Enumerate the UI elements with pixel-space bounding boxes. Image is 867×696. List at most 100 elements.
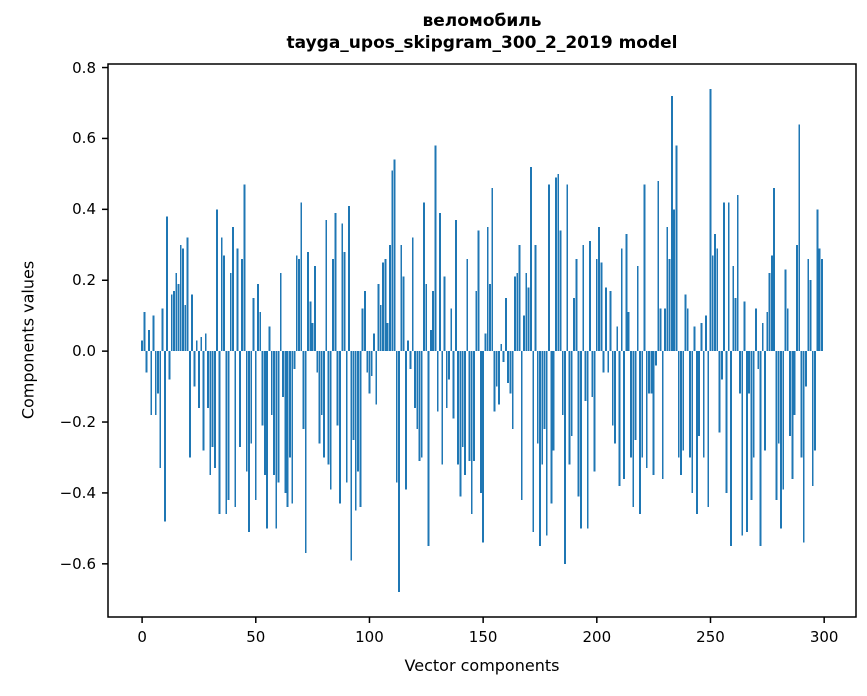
bar <box>291 351 294 504</box>
bar <box>338 351 341 504</box>
bar <box>666 227 669 352</box>
bar <box>548 184 550 352</box>
bar <box>725 351 728 493</box>
bar <box>336 351 339 426</box>
bar <box>711 255 714 352</box>
bar <box>323 351 325 458</box>
bar <box>700 322 703 352</box>
bar <box>445 351 448 408</box>
bar <box>200 336 203 352</box>
bar <box>398 351 400 593</box>
bar <box>484 333 487 352</box>
bar <box>188 351 191 458</box>
bar <box>732 266 735 352</box>
bar <box>509 351 512 394</box>
bar <box>236 248 239 352</box>
bar <box>707 351 710 508</box>
bar <box>404 351 407 490</box>
bar <box>318 351 321 444</box>
bar <box>195 340 198 352</box>
bar <box>573 297 575 352</box>
bar <box>370 351 373 376</box>
bar <box>750 351 753 501</box>
bar <box>191 294 194 352</box>
bar <box>705 315 707 352</box>
bar <box>755 308 757 352</box>
bar <box>320 351 323 415</box>
bar <box>561 351 564 415</box>
bar <box>220 237 223 352</box>
bar <box>364 290 366 352</box>
bar <box>252 297 255 352</box>
bar <box>798 124 801 352</box>
bar <box>157 351 159 394</box>
bar <box>427 351 430 547</box>
bar <box>459 351 462 497</box>
bar <box>166 216 169 352</box>
bar <box>163 351 166 522</box>
y-tick-label: 0.6 <box>72 129 96 148</box>
bar <box>670 95 673 352</box>
bar <box>657 180 660 352</box>
bar <box>680 351 682 476</box>
y-axis-label: Components values <box>18 260 38 420</box>
bar <box>620 248 623 352</box>
bar <box>575 258 578 352</box>
bar <box>432 290 435 352</box>
bar <box>807 258 810 352</box>
bar <box>648 351 651 394</box>
bar <box>348 205 350 352</box>
bar <box>148 329 150 352</box>
bar <box>457 351 460 465</box>
bar <box>600 262 603 352</box>
bar <box>229 273 232 352</box>
bar <box>489 283 491 352</box>
bar <box>386 322 389 352</box>
bar <box>477 230 480 352</box>
bar <box>607 351 610 373</box>
bar <box>182 248 184 352</box>
bar <box>541 351 544 465</box>
bar <box>675 145 678 352</box>
bar <box>298 258 300 352</box>
bar <box>793 351 796 415</box>
bar <box>502 351 505 362</box>
bar <box>791 351 794 479</box>
bar <box>527 287 530 352</box>
bar <box>352 351 355 440</box>
bar <box>204 333 207 352</box>
bar <box>213 351 216 469</box>
bar <box>273 351 275 476</box>
bar <box>593 351 596 472</box>
bar <box>730 351 732 547</box>
bar <box>389 244 391 352</box>
bar <box>643 184 646 352</box>
bar <box>475 290 478 352</box>
bar <box>727 202 730 352</box>
bar <box>639 351 641 515</box>
bar <box>429 329 432 352</box>
bar <box>709 88 712 352</box>
bar <box>768 273 771 352</box>
bar <box>216 209 219 352</box>
bar <box>150 351 153 415</box>
bar <box>193 351 196 387</box>
bar <box>257 283 259 352</box>
bar <box>209 351 212 476</box>
bar <box>741 351 744 536</box>
bar <box>745 351 748 532</box>
y-tick-label: 0.4 <box>72 200 96 219</box>
bar <box>177 283 180 352</box>
bar <box>550 351 553 504</box>
bar <box>748 351 751 394</box>
bar <box>545 351 548 536</box>
bar <box>529 166 532 352</box>
x-tick-label: 100 <box>355 628 384 646</box>
bar <box>414 351 416 408</box>
bar <box>354 351 357 511</box>
bar <box>325 219 328 352</box>
bar <box>752 351 755 458</box>
bar <box>232 227 234 352</box>
bar <box>584 351 587 401</box>
